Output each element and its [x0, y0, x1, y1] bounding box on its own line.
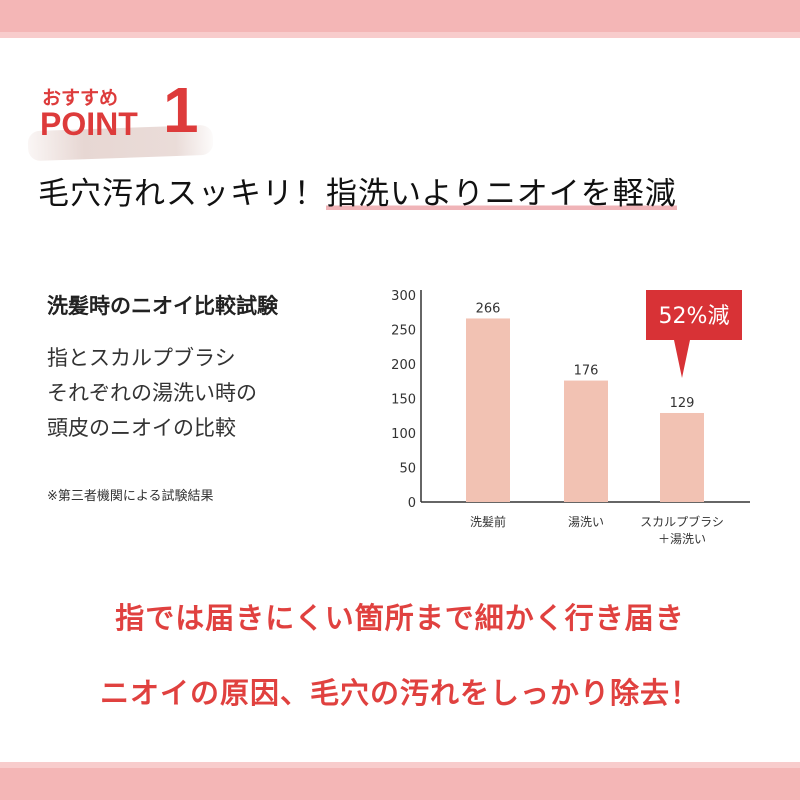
x-tick-label: 湯洗い — [568, 515, 604, 529]
point-number: 1 — [163, 74, 199, 146]
bottom-decorative-band — [0, 762, 800, 800]
bar — [660, 412, 704, 502]
x-tick-label: スカルプブラシ — [640, 514, 724, 529]
bar — [466, 318, 510, 502]
test-description-line: 指とスカルプブラシ — [47, 346, 236, 370]
headline-part1: 毛穴汚れスッキリ！ — [38, 176, 326, 212]
headline: 毛穴汚れスッキリ！指洗いよりニオイを軽減 — [38, 168, 677, 213]
recommend-label: おすすめ — [42, 87, 119, 109]
data-label: 129 — [670, 396, 695, 411]
y-tick-label: 0 — [408, 496, 416, 511]
y-tick-label: 200 — [391, 358, 416, 373]
y-tick-label: 150 — [391, 393, 416, 408]
test-note: ※第三者機関による試験結果 — [47, 489, 214, 504]
callout-label: 52%減 — [659, 304, 730, 329]
top-decorative-band — [0, 0, 800, 38]
y-tick-label: 300 — [391, 289, 416, 304]
y-tick-label: 100 — [391, 427, 416, 442]
footer-line-1: 指では届きにくい箇所まで細かく行き届き — [115, 601, 685, 635]
x-tick-label: 洗髪前 — [470, 514, 506, 529]
data-label: 266 — [476, 301, 501, 316]
callout-box — [646, 290, 742, 378]
test-description-line: それぞれの湯洗い時の — [47, 381, 257, 405]
data-label: 176 — [574, 364, 599, 379]
odor-comparison-chart: 0 50 100 150 200 250 300 266 洗髪前 176 湯洗い 129 スカルプブラシ… — [391, 289, 750, 546]
x-tick-label: ＋湯洗い — [658, 532, 706, 546]
y-tick-label: 50 — [399, 462, 416, 477]
test-description-line: 頭皮のニオイの比較 — [47, 416, 236, 440]
bar — [564, 380, 608, 502]
headline-part2: 指洗いよりニオイを軽減 — [326, 176, 677, 212]
footer-line-2: ニオイの原因、毛穴の汚れをしっかり除去！ — [99, 676, 700, 710]
test-title: 洗髪時のニオイ比較試験 — [47, 294, 278, 318]
point-label: POINT — [40, 106, 138, 142]
y-tick-label: 250 — [391, 324, 416, 339]
